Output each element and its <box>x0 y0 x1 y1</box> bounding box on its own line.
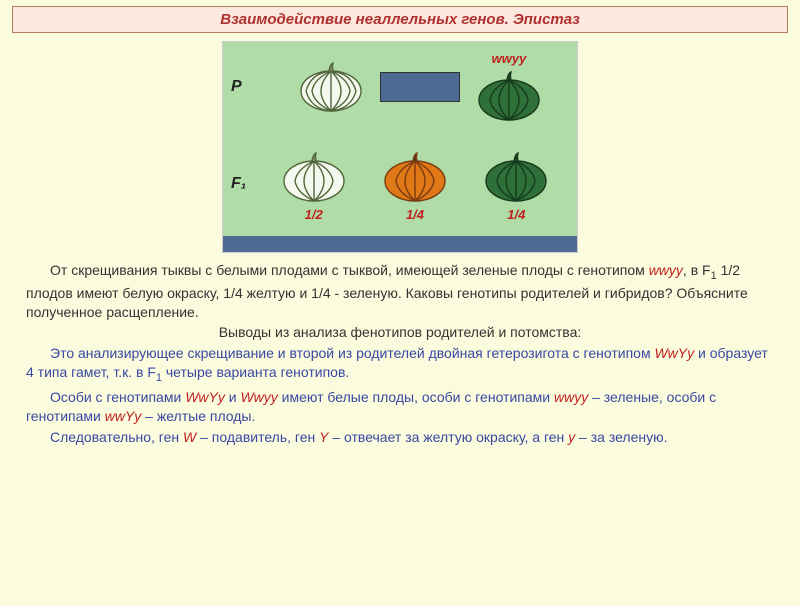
p5b: – подавитель, ген <box>196 429 319 445</box>
epistasis-diagram: P wwyy <box>222 41 578 253</box>
geno-WwYy: WwYy <box>654 345 694 361</box>
geno-wwyy: wwyy <box>649 262 683 278</box>
p3c: четыре варианта генотипов. <box>162 364 349 380</box>
gen-label-p: P <box>223 78 263 96</box>
p4c: имеют белые плоды, особи с генотипами <box>278 389 554 405</box>
geno-WwYy2: WwYy <box>185 389 225 405</box>
f1-green-pumpkin: 1/4 <box>481 149 551 222</box>
text-content: От скрещивания тыквы с белыми плодами с … <box>0 259 800 447</box>
offspring-area: 1/2 1/4 <box>263 143 577 226</box>
geno-Wwyy: Wwyy <box>240 389 277 405</box>
cross-indicator <box>380 72 460 102</box>
parent-white-pumpkin <box>296 59 366 115</box>
title-text: Взаимодействие неаллельных генов. Эписта… <box>220 11 580 28</box>
p4b: и <box>225 389 241 405</box>
para-analysis: Это анализирующее скрещивание и второй и… <box>26 344 774 386</box>
gene-W: W <box>183 429 196 445</box>
para-conclusion: Следовательно, ген W – подавитель, ген Y… <box>26 428 774 447</box>
parent-row: P wwyy <box>223 42 577 132</box>
para-problem: От скрещивания тыквы с белыми плодами с … <box>26 261 774 321</box>
page-title: Взаимодействие неаллельных генов. Эписта… <box>12 6 788 33</box>
p3a: Это анализирующее скрещивание и второй и… <box>50 345 654 361</box>
fraction-q1: 1/4 <box>406 207 424 222</box>
p5c: – отвечает за желтую окраску, а ген <box>328 429 568 445</box>
parent-green-pumpkin: wwyy <box>474 51 544 124</box>
offspring-row: F₁ 1/2 <box>223 132 577 236</box>
gen-label-f1: F₁ <box>223 175 263 193</box>
fraction-half: 1/2 <box>305 207 323 222</box>
parent-green-geno: wwyy <box>492 51 527 66</box>
p5d: – за зеленую. <box>575 429 667 445</box>
geno-wwyy2: wwyy <box>554 389 588 405</box>
p5a: Следовательно, ген <box>50 429 183 445</box>
geno-wwYy: wwYy <box>105 408 142 424</box>
p1b: , в F <box>683 262 711 278</box>
para-conclusions-header: Выводы из анализа фенотипов родителей и … <box>26 323 774 342</box>
p4e: – желтые плоды. <box>141 408 255 424</box>
f1-orange-pumpkin: 1/4 <box>380 149 450 222</box>
parent-area: wwyy <box>263 51 577 124</box>
f1-white-pumpkin: 1/2 <box>279 149 349 222</box>
p1a: От скрещивания тыквы с белыми плодами с … <box>50 262 649 278</box>
para-phenotypes: Особи с генотипами WwYy и Wwyy имеют бел… <box>26 388 774 426</box>
fraction-q2: 1/4 <box>507 207 525 222</box>
diagram-footer-bar <box>223 236 577 252</box>
p4a: Особи с генотипами <box>50 389 185 405</box>
